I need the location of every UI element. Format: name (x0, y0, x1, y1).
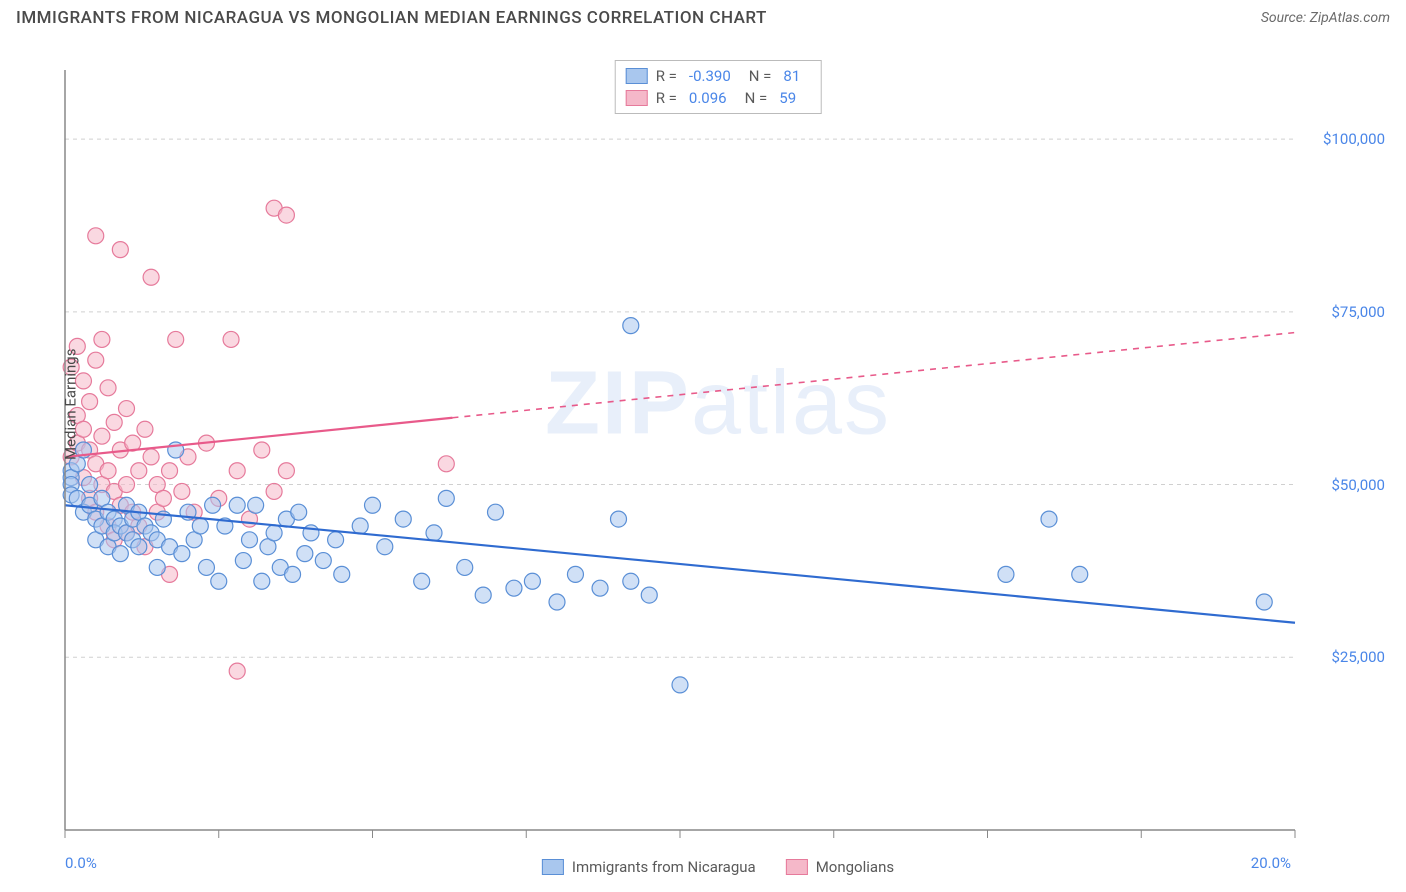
legend-correlation: R = -0.390 N = 81 R = 0.096 N = 59 (615, 60, 822, 114)
y-tick-label: $50,000 (1331, 476, 1385, 494)
legend-row-2: R = 0.096 N = 59 (626, 87, 811, 109)
chart-header: IMMIGRANTS FROM NICARAGUA VS MONGOLIAN M… (0, 0, 1406, 32)
legend-swatch-nicaragua (626, 68, 648, 84)
legend-item-nicaragua: Immigrants from Nicaragua (542, 858, 756, 876)
legend-row-1: R = -0.390 N = 81 (626, 65, 811, 87)
legend-swatch-mongolians-2 (786, 859, 808, 875)
chart-container: ZIPatlas Median Earnings $25,000$50,000$… (45, 60, 1391, 842)
x-axis-min-label: 0.0% (65, 854, 97, 872)
y-tick-label: $100,000 (1323, 130, 1385, 148)
y-axis-label: Median Earnings (62, 349, 80, 460)
chart-title: IMMIGRANTS FROM NICARAGUA VS MONGOLIAN M… (16, 8, 767, 28)
legend-label-mongolians: Mongolians (816, 858, 894, 876)
chart-source: Source: ZipAtlas.com (1261, 10, 1390, 26)
y-tick-label: $75,000 (1331, 303, 1385, 321)
legend-series: Immigrants from Nicaragua Mongolians (542, 858, 894, 876)
legend-swatch-mongolians (626, 90, 648, 106)
legend-swatch-nicaragua-2 (542, 859, 564, 875)
legend-item-mongolians: Mongolians (786, 858, 894, 876)
x-axis-max-label: 20.0% (1251, 854, 1291, 872)
scatter-chart (45, 60, 1391, 842)
legend-label-nicaragua: Immigrants from Nicaragua (572, 858, 756, 876)
y-tick-label: $25,000 (1331, 648, 1385, 666)
